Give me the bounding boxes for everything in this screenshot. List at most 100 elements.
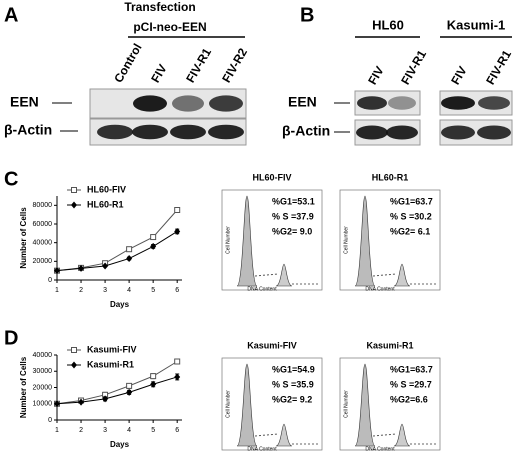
lane-label: FIV [148, 62, 169, 85]
point [150, 380, 157, 388]
lane-label: FIV-R1 [483, 47, 514, 87]
x-tick-label: 2 [79, 287, 83, 294]
group-label: HL60 [372, 17, 404, 32]
point [174, 373, 181, 381]
point [102, 395, 109, 403]
legend-marker [71, 361, 77, 369]
point [150, 242, 157, 250]
phase-stat: % S =30.2 [390, 211, 432, 221]
x-axis-title: DNA Content [247, 446, 277, 452]
g2-peak [275, 263, 293, 287]
point [174, 207, 181, 213]
point [102, 262, 109, 270]
band [97, 124, 133, 140]
histogram-title: HL60-R1 [372, 172, 409, 182]
lane-label: FIV [448, 64, 469, 87]
row-label: β-Actin [282, 123, 330, 139]
line [56, 209, 178, 272]
panel-letter: A [4, 4, 18, 26]
line [56, 231, 178, 272]
x-tick-label: 1 [55, 427, 59, 434]
phase-stat: %G2= 6.1 [390, 226, 430, 236]
y-axis-title: Number of Cells [19, 356, 28, 418]
point [78, 264, 85, 272]
y-tick-label: 10000 [33, 401, 53, 408]
line [56, 376, 178, 405]
lane-label: FIV [365, 64, 386, 87]
phase-stat: %G2= 9.2 [272, 394, 312, 404]
row-label: EEN [10, 94, 39, 110]
y-axis-title: Cell Number [343, 226, 349, 254]
band [356, 125, 388, 140]
band [441, 96, 475, 110]
point [126, 255, 133, 263]
x-axis-title: DNA Content [247, 286, 277, 292]
panel-letter: C [4, 168, 18, 190]
row-label: β-Actin [4, 122, 52, 138]
lane-label: FIV-R1 [183, 45, 214, 85]
y-tick-label: 40000 [33, 352, 53, 359]
subheader: pCI-neo-EEN [133, 20, 206, 34]
point [78, 398, 85, 406]
y-axis-title: Cell Number [343, 390, 349, 418]
histogram-frame [221, 189, 323, 291]
legend-marker [71, 187, 77, 193]
band [357, 96, 387, 110]
point [150, 234, 157, 241]
y-tick-label: 20000 [33, 258, 53, 265]
y-axis-title: Cell Number [225, 226, 231, 254]
phase-stat: %G1=53.1 [272, 196, 315, 206]
x-axis-title: DNA Content [365, 446, 395, 452]
g1-peak [354, 195, 376, 287]
x-axis-title: DNA Content [365, 286, 395, 292]
x-tick-label: 3 [103, 427, 107, 434]
histogram-title: Kasumi-R1 [366, 340, 413, 350]
y-axis-title: Number of Cells [19, 207, 28, 269]
x-axis-title: Days [110, 300, 130, 309]
x-axis-title: Days [110, 440, 130, 449]
band [133, 95, 167, 112]
band [172, 95, 204, 112]
band [477, 125, 511, 140]
legend-marker [71, 201, 77, 209]
phase-stat: %G1=63.7 [390, 364, 433, 374]
group-label: Kasumi-1 [447, 17, 506, 32]
phase-stat: %G2= 9.0 [272, 226, 312, 236]
g2-peak [275, 423, 293, 447]
x-tick-label: 4 [127, 427, 131, 434]
header: Transfection [124, 0, 195, 14]
band [441, 125, 475, 140]
y-tick-label: 80000 [33, 202, 53, 209]
y-tick-label: 30000 [33, 368, 53, 375]
point [150, 373, 157, 380]
lane-label: Control [111, 41, 144, 85]
histogram-title: HL60-FIV [252, 172, 291, 182]
phase-stat: %G2=6.6 [390, 394, 428, 404]
point [126, 388, 133, 396]
panel-letter: B [300, 4, 314, 26]
legend-label: Kasumi-FIV [87, 344, 137, 354]
band [388, 96, 416, 110]
x-tick-label: 1 [55, 287, 59, 294]
legend-marker [71, 347, 77, 353]
point [54, 400, 60, 408]
band [170, 124, 206, 140]
point [126, 246, 133, 253]
point [174, 227, 181, 235]
lane-label: FIV-R1 [398, 47, 429, 87]
band [208, 124, 244, 140]
legend-label: HL60-R1 [87, 199, 124, 209]
phase-stat: % S =37.9 [272, 211, 314, 221]
panel-letter: D [4, 327, 18, 349]
point [54, 267, 60, 275]
x-tick-label: 6 [175, 427, 179, 434]
x-tick-label: 4 [127, 287, 131, 294]
band [386, 125, 418, 140]
phase-stat: %G1=54.9 [272, 364, 315, 374]
y-axis-title: Cell Number [225, 390, 231, 418]
histogram-title: Kasumi-FIV [247, 340, 297, 350]
y-tick-label: 20000 [33, 384, 53, 391]
g1-peak [354, 363, 376, 447]
